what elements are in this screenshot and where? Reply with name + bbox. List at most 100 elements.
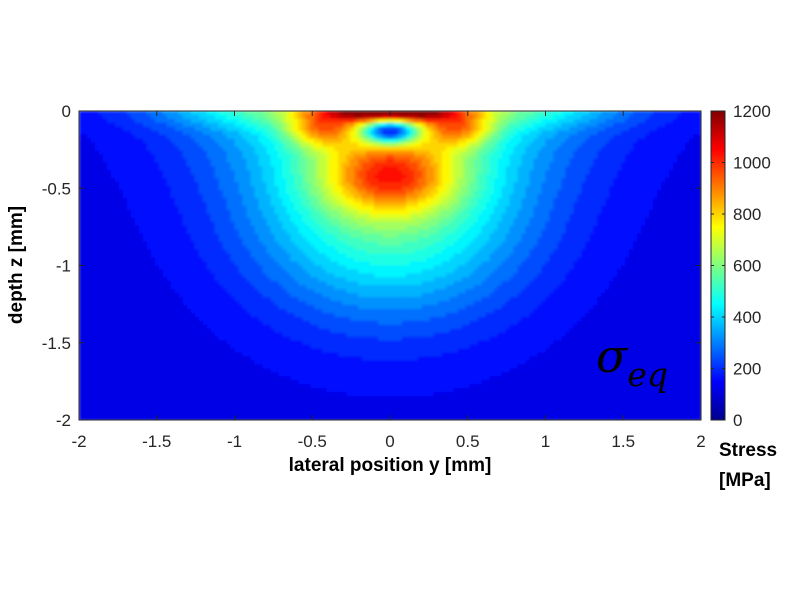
contour-cell <box>629 111 634 116</box>
contour-cell <box>529 198 535 203</box>
contour-cell <box>130 170 136 175</box>
contour-cell <box>386 202 391 207</box>
contour-cell <box>509 122 515 128</box>
contour-cell <box>378 166 383 172</box>
contour-cell <box>641 190 646 195</box>
contour-cell <box>569 170 575 175</box>
contour-cell <box>549 210 555 215</box>
contour-cell <box>386 210 391 215</box>
contour-cell <box>609 202 614 207</box>
contour-cell <box>641 166 646 172</box>
contour-cell <box>461 111 467 116</box>
contour-cell <box>278 126 283 132</box>
contour-cell <box>497 134 503 140</box>
contour-cell <box>182 142 188 148</box>
contour-cell <box>417 114 423 120</box>
contour-cell <box>489 114 495 120</box>
contour-cell <box>657 138 662 144</box>
contour-cell <box>330 114 335 120</box>
contour-cell <box>405 154 411 160</box>
contour-cell <box>146 154 152 160</box>
contour-cell <box>230 111 236 116</box>
contour-cell <box>685 194 690 199</box>
contour-cell <box>449 126 455 132</box>
contour-cell <box>166 150 172 156</box>
contour-cell <box>162 186 168 191</box>
contour-cell <box>565 118 571 124</box>
contour-cell <box>106 210 112 215</box>
contour-cell <box>589 146 594 152</box>
contour-cell <box>541 182 547 187</box>
contour-cell <box>573 146 578 152</box>
contour-cell <box>509 233 515 239</box>
contour-cell <box>246 194 252 199</box>
contour-cell <box>497 214 503 219</box>
contour-cell <box>645 122 650 128</box>
contour-cell <box>509 182 515 187</box>
contour-cell <box>254 114 260 120</box>
contour-cell <box>473 233 479 239</box>
contour-cell <box>557 154 563 160</box>
contour-cell <box>366 146 371 152</box>
contour-cell <box>314 186 319 191</box>
contour-cell <box>218 114 224 120</box>
contour-cell <box>246 182 252 187</box>
contour-cell <box>226 162 232 168</box>
contour-cell <box>601 114 606 120</box>
contour-cell <box>469 114 475 120</box>
contour-cell <box>697 170 701 175</box>
contour-cell <box>318 198 323 203</box>
contour-cell <box>601 225 606 231</box>
contour-cell <box>178 214 184 219</box>
contour-cell <box>230 162 236 168</box>
contour-cell <box>617 229 622 235</box>
contour-cell <box>413 174 419 179</box>
contour-cell <box>549 138 555 144</box>
contour-cell <box>366 166 371 172</box>
contour-cell <box>174 111 180 116</box>
contour-cell <box>314 130 319 136</box>
contour-cell <box>294 182 299 187</box>
contour-cell <box>653 225 658 231</box>
contour-cell <box>689 122 694 128</box>
contour-cell <box>533 186 539 191</box>
contour-cell <box>166 138 172 144</box>
contour-cell <box>585 178 590 183</box>
contour-cell <box>577 134 582 140</box>
contour-cell <box>569 146 575 152</box>
contour-cell <box>154 150 160 156</box>
contour-cell <box>649 198 654 203</box>
contour-cell <box>449 138 455 144</box>
contour-cell <box>158 182 164 187</box>
contour-cell <box>242 186 248 191</box>
contour-cell <box>573 214 578 219</box>
contour-cell <box>693 217 698 223</box>
contour-cell <box>350 126 355 132</box>
contour-cell <box>306 170 311 175</box>
contour-cell <box>697 118 701 124</box>
contour-cell <box>613 198 618 203</box>
contour-cell <box>497 111 503 116</box>
contour-cell <box>601 162 606 168</box>
contour-cell <box>413 122 419 128</box>
contour-cell <box>433 214 439 219</box>
contour-cell <box>633 162 638 168</box>
contour-cell <box>609 198 614 203</box>
contour-cell <box>565 142 571 148</box>
contour-cell <box>190 198 196 203</box>
contour-cell <box>298 206 303 211</box>
contour-cell <box>254 146 260 152</box>
contour-cell <box>581 111 586 116</box>
contour-cell <box>90 166 96 172</box>
contour-cell <box>641 182 646 187</box>
contour-cell <box>130 221 136 227</box>
contour-cell <box>306 111 311 116</box>
contour-cell <box>214 190 220 195</box>
contour-cell <box>409 122 415 128</box>
contour-cell <box>637 134 642 140</box>
contour-cell <box>322 217 327 223</box>
contour-cell <box>409 158 415 164</box>
contour-cell <box>617 122 622 128</box>
contour-cell <box>617 210 622 215</box>
contour-cell <box>433 158 439 164</box>
